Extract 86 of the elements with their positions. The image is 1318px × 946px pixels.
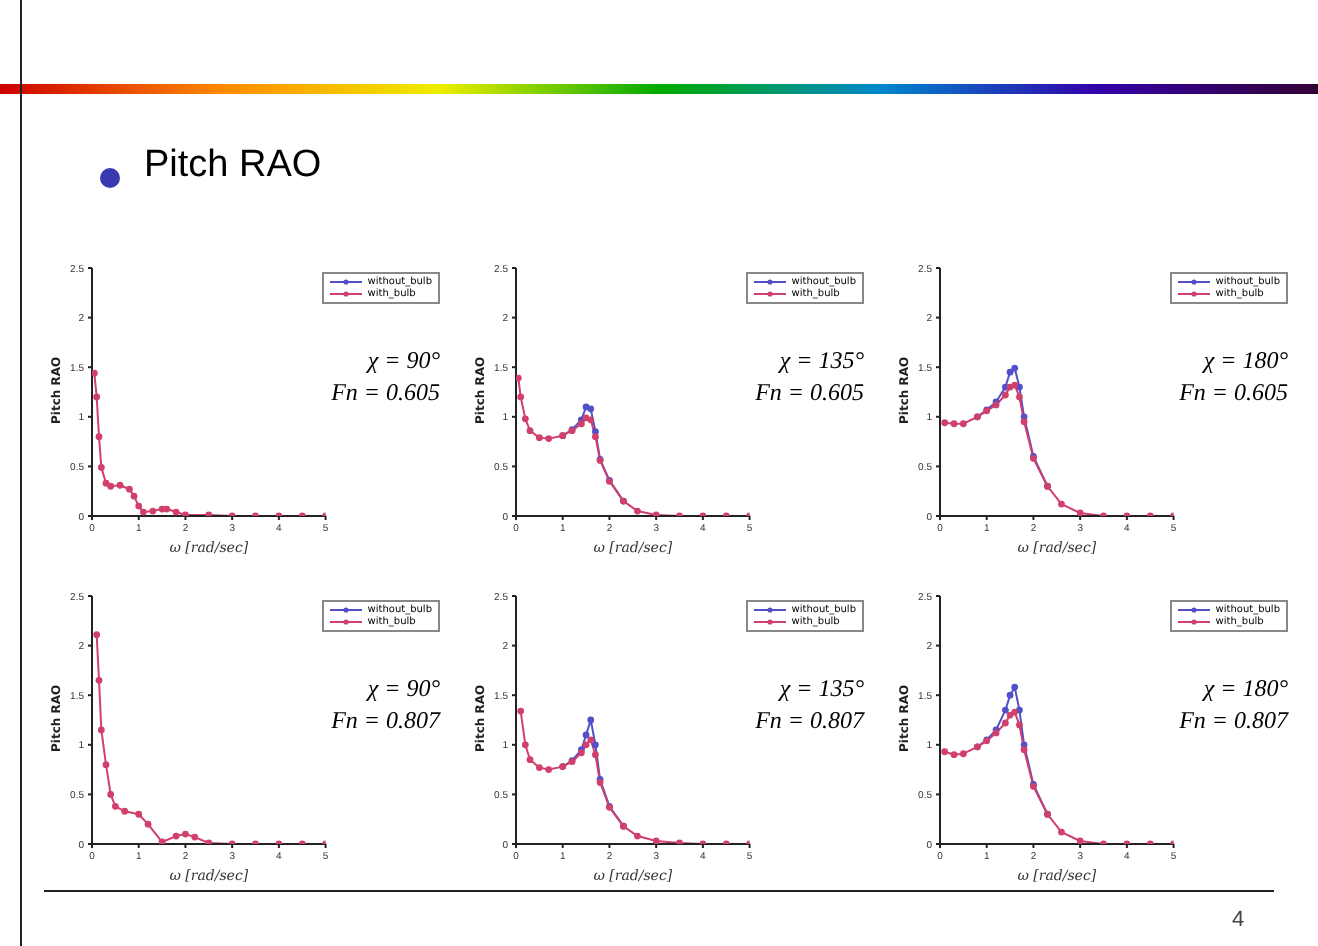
point [111,802,119,810]
point [587,716,595,724]
point [582,731,590,739]
point [521,741,529,749]
point [1016,721,1023,729]
text: Fn = 0.605 [331,378,440,406]
point [139,508,147,516]
point [941,748,949,756]
point [1016,393,1023,401]
point [1058,500,1065,508]
point [97,463,105,471]
point [950,420,958,428]
point [535,434,543,442]
point [130,492,138,500]
text: Fn = 0.807 [1179,706,1288,734]
point [517,707,525,715]
point [149,507,157,515]
point [959,750,967,758]
point [1002,706,1009,714]
point [521,415,529,423]
point [1011,364,1019,372]
text: χ = 135° [779,346,864,374]
text: χ = 180° [1203,674,1288,702]
point [107,482,115,490]
point [1020,746,1028,754]
point [1011,683,1019,691]
point [1020,418,1028,426]
text: Fn = 0.807 [331,706,440,734]
text: χ = 180° [1203,346,1288,374]
point [950,751,958,759]
point [592,751,599,759]
point [582,741,590,749]
point [182,830,189,838]
text: Fn = 0.605 [755,378,864,406]
text: χ = 90° [367,674,440,702]
point [1076,509,1084,516]
point [92,369,98,377]
point [535,764,543,772]
point [1011,381,1019,389]
point [526,427,534,435]
point [1002,391,1009,399]
point [102,761,110,769]
point [107,791,115,798]
text: χ = 90° [367,346,440,374]
point [95,676,103,684]
point [587,405,595,413]
point [587,736,595,744]
point [172,508,180,516]
point [545,435,553,443]
point [634,507,641,515]
point [191,833,199,841]
point [517,393,525,401]
point [526,756,534,764]
point [163,505,171,513]
point [545,766,553,773]
point [587,416,595,424]
point [634,832,641,840]
point [93,631,101,639]
text: Fn = 0.605 [1179,378,1288,406]
point [158,838,166,844]
point [1002,719,1009,727]
point [1076,837,1084,844]
point [125,485,133,493]
point [941,419,949,427]
point [135,810,143,818]
chart-title: Pitch RAO [144,144,322,188]
point [95,433,103,441]
point [516,374,522,382]
point [959,420,967,428]
point [116,481,124,489]
point [1006,691,1014,699]
text: 4 [1232,908,1245,932]
point [1011,708,1019,716]
point [592,741,599,749]
text: χ = 135° [779,674,864,702]
point [97,726,105,734]
point [652,837,660,844]
point [1006,368,1014,376]
point [1058,828,1065,836]
point [592,433,599,441]
point [172,832,180,840]
text: Fn = 0.807 [755,706,864,734]
point [135,502,143,510]
point [93,393,101,401]
point [121,807,129,815]
point [144,820,152,828]
